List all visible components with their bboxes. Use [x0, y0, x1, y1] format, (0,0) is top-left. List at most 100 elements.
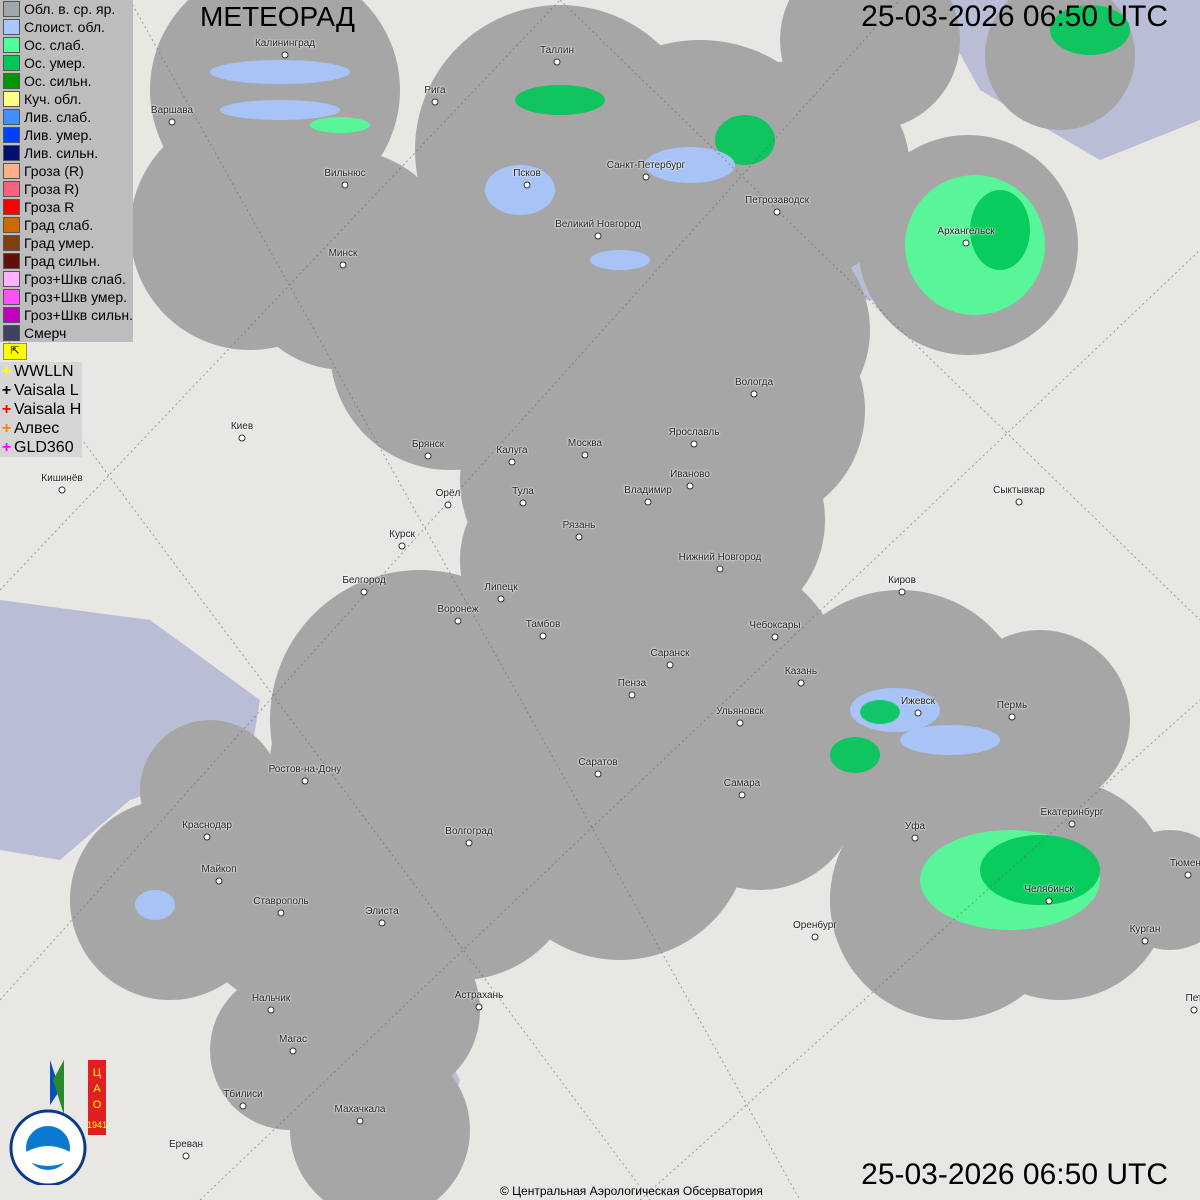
city-marker	[378, 919, 386, 927]
city-label: Ярославль	[668, 427, 720, 438]
city-label: Курск	[389, 529, 415, 540]
city-label: Казань	[784, 666, 818, 677]
city-marker	[431, 98, 439, 106]
legend-item: Смерч	[0, 324, 133, 342]
precipitation-echo	[715, 115, 775, 165]
city-label: Липецк	[484, 582, 518, 593]
legend-swatch	[3, 127, 20, 143]
city-marker	[339, 261, 347, 269]
city-label: Иваново	[670, 469, 710, 480]
city-label: Петрозаводск	[745, 195, 809, 206]
legend-item: Ос. слаб.	[0, 36, 133, 54]
city-label: Чебоксары	[749, 620, 801, 631]
city-label: Ростов-на-Дону	[268, 764, 342, 775]
legend-item: Град слаб.	[0, 216, 133, 234]
legend-label: Ос. сильн.	[24, 73, 92, 89]
city-label: Краснодар	[182, 820, 232, 831]
city-marker	[797, 679, 805, 687]
precipitation-echo	[135, 890, 175, 920]
lightning-label: Vaisala L	[14, 381, 79, 399]
city-label: Нижний Новгород	[678, 552, 762, 563]
city-label: Варшава	[150, 105, 194, 116]
city-label: Екатеринбург	[1040, 807, 1104, 818]
city-marker	[738, 791, 746, 799]
legend-item: Слоист. обл.	[0, 18, 133, 36]
precipitation-echo	[220, 100, 340, 120]
city-label: Самара	[723, 778, 761, 789]
legend-item: Ос. умер.	[0, 54, 133, 72]
city-label: Ульяновск	[716, 706, 764, 717]
legend-swatch	[3, 19, 20, 35]
city-marker	[1045, 897, 1053, 905]
city-marker	[575, 533, 583, 541]
city-marker	[203, 833, 211, 841]
copyright: © Центральная Аэрологическая Обсерватори…	[500, 1184, 763, 1198]
legend-swatch	[3, 163, 20, 179]
flag-toggle-button[interactable]: ⇱	[3, 343, 27, 360]
legend-swatch	[3, 181, 20, 197]
city-label: Курган	[1129, 924, 1161, 935]
city-marker	[168, 118, 176, 126]
city-marker	[911, 834, 919, 842]
legend-label: Град умер.	[24, 235, 95, 251]
city-marker	[553, 58, 561, 66]
city-marker	[519, 499, 527, 507]
legend-label: Гроз+Шкв умер.	[24, 289, 128, 305]
city-marker	[398, 542, 406, 550]
city-marker	[736, 719, 744, 727]
city-marker	[811, 933, 819, 941]
city-marker	[962, 239, 970, 247]
city-marker	[356, 1117, 364, 1125]
legend-swatch	[3, 289, 20, 305]
city-marker	[898, 588, 906, 596]
lightning-item: + GLD360	[0, 438, 82, 457]
legend-item: Лив. слаб.	[0, 108, 133, 126]
city-marker	[215, 877, 223, 885]
legend-swatch	[3, 37, 20, 53]
city-marker	[716, 565, 724, 573]
city-marker	[1190, 1006, 1198, 1014]
city-marker	[642, 173, 650, 181]
lightning-label: Алвес	[14, 419, 60, 437]
city-label: Тюмень	[1169, 858, 1200, 869]
city-label: Калининград	[254, 38, 316, 49]
legend-item: Гроз+Шкв умер.	[0, 288, 133, 306]
city-label: Кишинёв	[41, 473, 83, 484]
city-label: Калуга	[496, 445, 528, 456]
city-label: Великий Новгород	[555, 219, 641, 230]
legend-label: Лив. сильн.	[24, 145, 99, 161]
precipitation-echo	[830, 737, 880, 773]
legend-swatch	[3, 1, 20, 17]
radar-coverage-circle	[1110, 830, 1200, 950]
precipitation-echo	[900, 725, 1000, 755]
legend-label: Гроз+Шкв сильн.	[24, 307, 133, 323]
city-label: Владимир	[624, 485, 672, 496]
cross-icon: +	[1, 362, 12, 380]
legend-item: Гроза R)	[0, 180, 133, 198]
city-marker	[628, 691, 636, 699]
lightning-item: + Vaisala L	[0, 381, 82, 400]
city-marker	[1141, 937, 1149, 945]
city-label: Нальчик	[251, 993, 291, 1004]
legend-item: Град сильн.	[0, 252, 133, 270]
city-marker	[523, 181, 531, 189]
radar-coverage	[70, 0, 1200, 1200]
city-label: Саранск	[650, 648, 690, 659]
legend-label: Лив. умер.	[24, 127, 93, 143]
precipitation-echo	[485, 165, 555, 215]
legend-item: Обл. в. ср. яр.	[0, 0, 133, 18]
city-marker	[301, 777, 309, 785]
city-label: Вологда	[734, 377, 774, 388]
city-label: Астрахань	[454, 990, 504, 1001]
legend-item: Гроза (R)	[0, 162, 133, 180]
city-marker	[750, 390, 758, 398]
legend-swatch	[3, 73, 20, 89]
city-label: Тбилиси	[223, 1089, 263, 1100]
city-label: Майкоп	[201, 864, 237, 875]
city-marker	[1015, 498, 1023, 506]
city-label: Челябинск	[1024, 884, 1074, 895]
legend-label: Гроза R	[24, 199, 75, 215]
city-marker	[666, 661, 674, 669]
precipitation-echo	[310, 117, 370, 133]
